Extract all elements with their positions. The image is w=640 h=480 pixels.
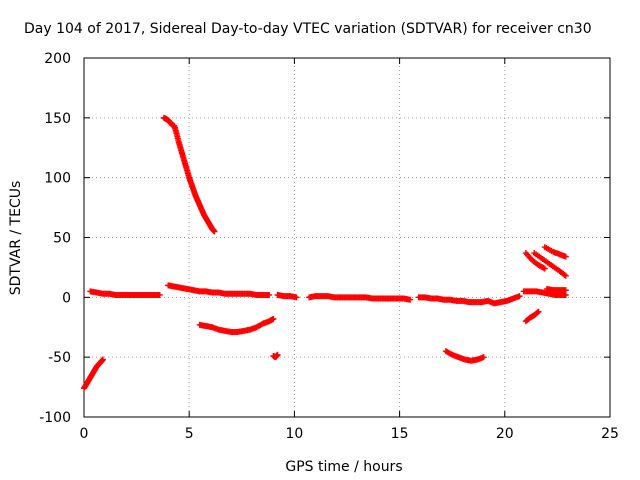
data-point: [293, 294, 300, 301]
chart-title: Day 104 of 2017, Sidereal Day-to-day VTE…: [24, 21, 592, 37]
data-point: [516, 293, 523, 300]
series-arc-1: [81, 356, 106, 392]
y-tick-label: 0: [62, 290, 71, 306]
data-point: [266, 291, 273, 298]
data-point: [540, 264, 547, 271]
data-point: [99, 356, 106, 363]
x-tick-label: 20: [496, 426, 514, 442]
y-tick-label: 150: [44, 111, 71, 127]
data-point: [534, 309, 541, 316]
series-arc-10: [442, 348, 487, 364]
data-point: [561, 271, 568, 278]
series-arc-15: [522, 308, 542, 325]
x-tick-label: 25: [601, 426, 619, 442]
x-tick-label: 15: [391, 426, 409, 442]
y-tick-label: 100: [44, 171, 71, 187]
data-point: [562, 272, 569, 279]
y-tick-label: 200: [44, 51, 71, 67]
series-arc-6: [270, 351, 281, 361]
data-point: [274, 351, 281, 358]
series-arc-16: [543, 285, 569, 294]
series-arc-2: [87, 288, 163, 298]
data-point: [480, 354, 487, 361]
y-tick-label: -50: [48, 350, 71, 366]
x-tick-label: 5: [185, 426, 194, 442]
series-arc-12: [522, 250, 548, 272]
series-arc-9: [415, 293, 523, 307]
x-axis-title: GPS time / hours: [285, 459, 402, 475]
axis-ticks: 0 5 10 15 20 25 -100 -50 0 50 100 150 200: [39, 51, 619, 442]
grid-lines: [84, 58, 610, 417]
y-tick-label: 50: [53, 231, 71, 247]
x-tick-label: 0: [80, 426, 89, 442]
data-point: [562, 253, 569, 260]
series-arc-4: [165, 282, 273, 298]
data-point: [211, 228, 218, 235]
series-arc-7: [274, 291, 300, 301]
x-tick-label: 10: [285, 426, 303, 442]
series-arc-13: [531, 250, 569, 279]
y-axis-title: SDTVAR / TECUs: [8, 181, 24, 296]
data-point: [270, 315, 277, 322]
series-arc-3: [160, 114, 218, 235]
plot-frame: [83, 57, 611, 418]
series-arc-8: [306, 293, 414, 303]
data-point: [156, 291, 163, 298]
data-point: [562, 287, 569, 294]
series-arc-5: [196, 315, 277, 336]
data-point: [541, 265, 548, 272]
y-tick-label: -100: [39, 410, 71, 426]
data-points: [81, 114, 569, 392]
data-point: [407, 296, 414, 303]
data-point: [535, 308, 542, 315]
series-arc-14: [541, 244, 569, 260]
